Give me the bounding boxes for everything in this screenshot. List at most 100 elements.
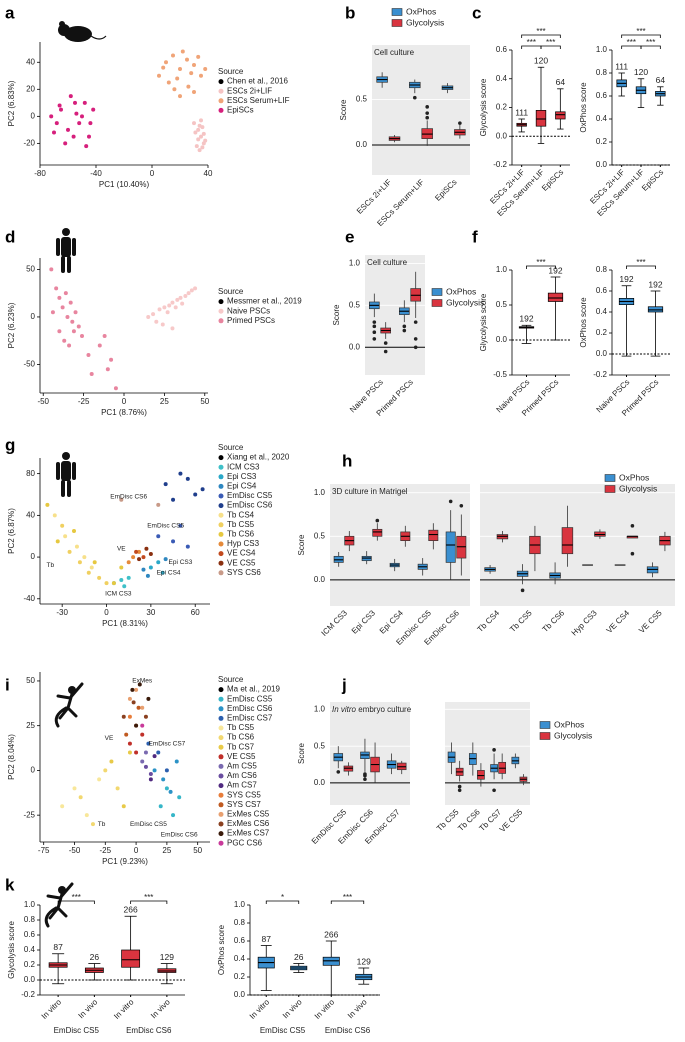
x-tick-label: In vivo [346, 997, 369, 1020]
y-tick-label: 0 [31, 111, 36, 120]
point [171, 539, 176, 544]
significance-label: *** [527, 38, 536, 47]
box [445, 531, 456, 563]
legend-label: Hyp CS3 [227, 539, 260, 548]
x-tick-label: EpiSCs [540, 168, 565, 193]
count-label: 129 [160, 952, 174, 962]
legend-marker [218, 696, 224, 702]
point [168, 789, 173, 794]
group-label: EmDisc CS6 [325, 1026, 371, 1035]
box [561, 527, 574, 555]
point [186, 84, 191, 89]
point [91, 107, 96, 112]
annotation: Epi CS4 [157, 569, 181, 576]
point [82, 100, 87, 105]
point [199, 73, 203, 78]
point [57, 329, 62, 334]
point [157, 73, 161, 78]
chart-title-text: embryo culture [356, 705, 412, 714]
point [57, 295, 62, 300]
legend-marker [218, 98, 224, 104]
point [137, 682, 142, 687]
annotation: EmDisc CS6 [161, 832, 198, 839]
chart-title: 3D culture in Matrigel [332, 487, 408, 496]
point [145, 573, 150, 578]
legend-marker [218, 318, 224, 324]
point [63, 141, 68, 146]
x-tick-label: 0 [150, 169, 155, 178]
y-tick-label: 1.0 [596, 45, 608, 54]
y-axis-label: Glycolysis score [479, 293, 488, 351]
point [203, 67, 208, 72]
point [178, 471, 183, 476]
point [126, 560, 131, 565]
legend-label: Glycolysis [406, 17, 444, 27]
y-tick-label: 0.8 [596, 265, 608, 274]
point [186, 291, 191, 296]
outlier [459, 503, 464, 508]
point [49, 114, 54, 119]
y-tick-label: 40 [26, 510, 35, 519]
point [158, 804, 163, 809]
y-axis-label: Glycolysis score [7, 921, 16, 979]
y-tick-label: 0.2 [24, 960, 36, 969]
legend-marker [218, 792, 224, 798]
point [148, 777, 153, 782]
legend-label: ESCs 2i+LIF [227, 86, 272, 95]
x-tick-label: Tb CS5 [508, 608, 534, 634]
point [104, 581, 109, 586]
legend-swatch [431, 288, 443, 296]
point [67, 343, 72, 348]
point [72, 529, 76, 533]
point [124, 732, 129, 737]
outlier [363, 777, 367, 782]
point [121, 804, 126, 809]
point [148, 565, 153, 570]
point [127, 714, 132, 719]
y-axis-label: PC2 (6.87%) [7, 508, 16, 554]
point [171, 53, 175, 58]
point [192, 121, 196, 126]
point [185, 476, 190, 481]
point [111, 581, 116, 586]
x-tick-label: 40 [204, 169, 213, 178]
point [49, 267, 54, 272]
annotation: EmDisc CS5 [147, 523, 184, 530]
y-tick-label: 0.8 [596, 68, 608, 77]
y-tick-label: 0.0 [596, 160, 608, 169]
legend-marker [218, 840, 224, 846]
y-tick-label: -20 [23, 138, 35, 147]
legend-marker [218, 455, 224, 461]
legend-label: Am CS7 [227, 781, 257, 790]
y-tick-label: 0.4 [596, 114, 608, 123]
point [189, 288, 194, 293]
x-tick-label: 25 [160, 397, 169, 406]
annotation: Tb [47, 562, 55, 569]
point [197, 123, 202, 128]
count-label: 120 [534, 56, 548, 66]
outlier [520, 588, 525, 593]
y-tick-label: 0.0 [596, 349, 608, 358]
significance-label: *** [636, 258, 645, 267]
significance-bracket [640, 45, 661, 49]
y-tick-label: 0.0 [356, 140, 368, 149]
count-label: 26 [90, 952, 100, 962]
significance-bracket [57, 900, 95, 904]
group-label: EmDisc CS5 [54, 1026, 100, 1035]
point [84, 813, 89, 818]
chart-title-text: Cell culture [374, 48, 415, 57]
annotation: ExMes [132, 678, 153, 685]
point [140, 705, 145, 710]
y-tick-label: 0.6 [596, 91, 608, 100]
annotation: EmDisc CS7 [148, 740, 185, 747]
legend-label: EmDisc CS6 [227, 501, 273, 510]
x-tick-label: In vivo [149, 997, 172, 1020]
legend-marker [218, 754, 224, 760]
legend-marker [218, 831, 224, 837]
count-label: 87 [262, 934, 272, 944]
legend-marker [218, 299, 224, 305]
legend-marker [218, 474, 224, 480]
point [165, 310, 170, 315]
y-tick-label: 0 [31, 552, 36, 561]
point [173, 305, 178, 310]
